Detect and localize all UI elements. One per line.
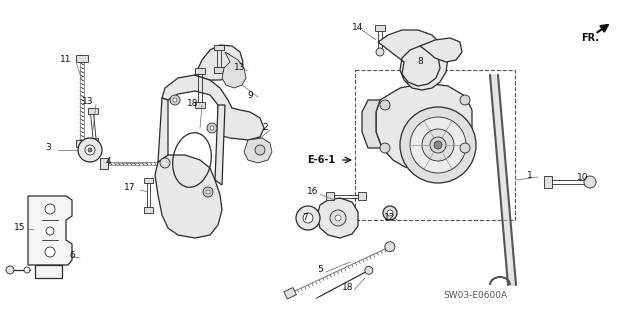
Text: 13: 13 [83,98,93,107]
Text: 9: 9 [247,91,253,100]
Circle shape [422,129,454,161]
Circle shape [383,206,397,220]
Circle shape [385,242,395,252]
Text: 10: 10 [577,174,589,182]
Circle shape [380,100,390,110]
Polygon shape [35,265,62,278]
Circle shape [6,266,14,274]
Polygon shape [162,75,264,140]
Text: 1: 1 [527,170,533,180]
Text: 5: 5 [317,265,323,275]
Polygon shape [376,83,472,170]
Polygon shape [76,55,88,62]
Circle shape [45,204,55,214]
Circle shape [460,95,470,105]
Polygon shape [326,192,334,200]
Circle shape [78,138,102,162]
Circle shape [207,123,217,133]
Text: 12: 12 [384,213,396,222]
Circle shape [410,117,466,173]
Circle shape [376,48,384,56]
Text: 13: 13 [234,63,246,72]
Text: 11: 11 [60,56,72,64]
Text: 4: 4 [105,158,111,167]
Text: 15: 15 [14,222,26,232]
Polygon shape [28,196,72,265]
Polygon shape [195,68,205,74]
Circle shape [335,215,341,221]
Circle shape [434,141,442,149]
Polygon shape [144,207,153,213]
Circle shape [85,145,95,155]
Circle shape [430,137,446,153]
Text: 2: 2 [262,123,268,132]
Circle shape [210,126,214,130]
Polygon shape [76,140,88,147]
Circle shape [24,267,30,273]
Polygon shape [155,155,222,238]
Circle shape [303,213,313,223]
Circle shape [330,210,346,226]
Circle shape [584,176,596,188]
Text: 18: 18 [342,284,354,293]
Polygon shape [222,52,246,88]
Text: SW03-E0600A: SW03-E0600A [443,291,507,300]
Text: 3: 3 [45,144,51,152]
Polygon shape [317,198,358,238]
Polygon shape [88,138,98,144]
Circle shape [460,143,470,153]
Circle shape [380,143,390,153]
Polygon shape [378,30,448,90]
Text: 6: 6 [69,251,75,261]
Circle shape [296,206,320,230]
Text: 14: 14 [352,24,364,33]
Polygon shape [244,138,272,163]
Circle shape [206,190,210,194]
Polygon shape [144,178,153,183]
Polygon shape [214,45,224,50]
Polygon shape [100,158,108,169]
Circle shape [160,158,170,168]
Circle shape [255,145,265,155]
Polygon shape [375,25,385,31]
Polygon shape [88,108,98,114]
Text: 17: 17 [124,183,136,192]
Polygon shape [195,45,243,80]
Circle shape [45,247,55,257]
Circle shape [170,95,180,105]
Circle shape [387,210,393,216]
Polygon shape [420,38,462,62]
Polygon shape [158,98,168,162]
Circle shape [400,107,476,183]
Text: 8: 8 [417,57,423,66]
Text: E-6-1: E-6-1 [307,155,335,165]
Text: 18: 18 [188,99,199,108]
Text: 7: 7 [302,213,308,222]
Polygon shape [214,67,224,73]
Circle shape [203,187,213,197]
Circle shape [173,98,177,102]
Text: 16: 16 [307,188,319,197]
Bar [355,70,515,220]
Polygon shape [284,287,296,299]
Circle shape [46,227,54,235]
Text: FR.: FR. [581,33,599,43]
Circle shape [88,148,92,152]
Circle shape [365,266,373,274]
Polygon shape [490,75,516,285]
Polygon shape [195,102,205,108]
Polygon shape [215,105,225,185]
Polygon shape [362,100,382,148]
Polygon shape [544,176,552,188]
Polygon shape [358,192,366,200]
